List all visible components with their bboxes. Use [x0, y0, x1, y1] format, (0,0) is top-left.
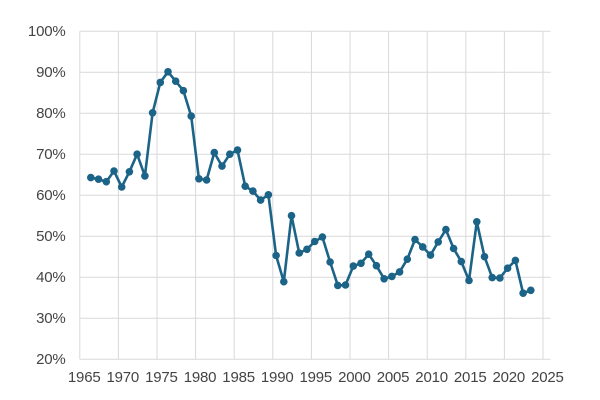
svg-text:60%: 60% — [36, 187, 65, 204]
svg-text:80%: 80% — [36, 105, 65, 122]
svg-text:1975: 1975 — [145, 369, 178, 386]
svg-text:1985: 1985 — [222, 369, 255, 386]
svg-text:2000: 2000 — [338, 369, 371, 386]
svg-text:2015: 2015 — [454, 369, 487, 386]
svg-text:50%: 50% — [36, 228, 65, 245]
svg-text:2010: 2010 — [415, 369, 448, 386]
svg-text:1980: 1980 — [184, 369, 217, 386]
svg-text:2005: 2005 — [377, 369, 410, 386]
svg-text:1995: 1995 — [300, 369, 333, 386]
svg-text:40%: 40% — [36, 269, 65, 286]
svg-text:90%: 90% — [36, 64, 65, 81]
svg-text:30%: 30% — [36, 310, 65, 327]
svg-text:2020: 2020 — [493, 369, 526, 386]
svg-text:100%: 100% — [28, 23, 66, 40]
svg-text:1990: 1990 — [261, 369, 294, 386]
svg-text:2025: 2025 — [531, 369, 564, 386]
svg-text:20%: 20% — [36, 351, 65, 368]
svg-text:1970: 1970 — [107, 369, 140, 386]
svg-text:70%: 70% — [36, 146, 65, 163]
svg-text:1965: 1965 — [68, 369, 101, 386]
